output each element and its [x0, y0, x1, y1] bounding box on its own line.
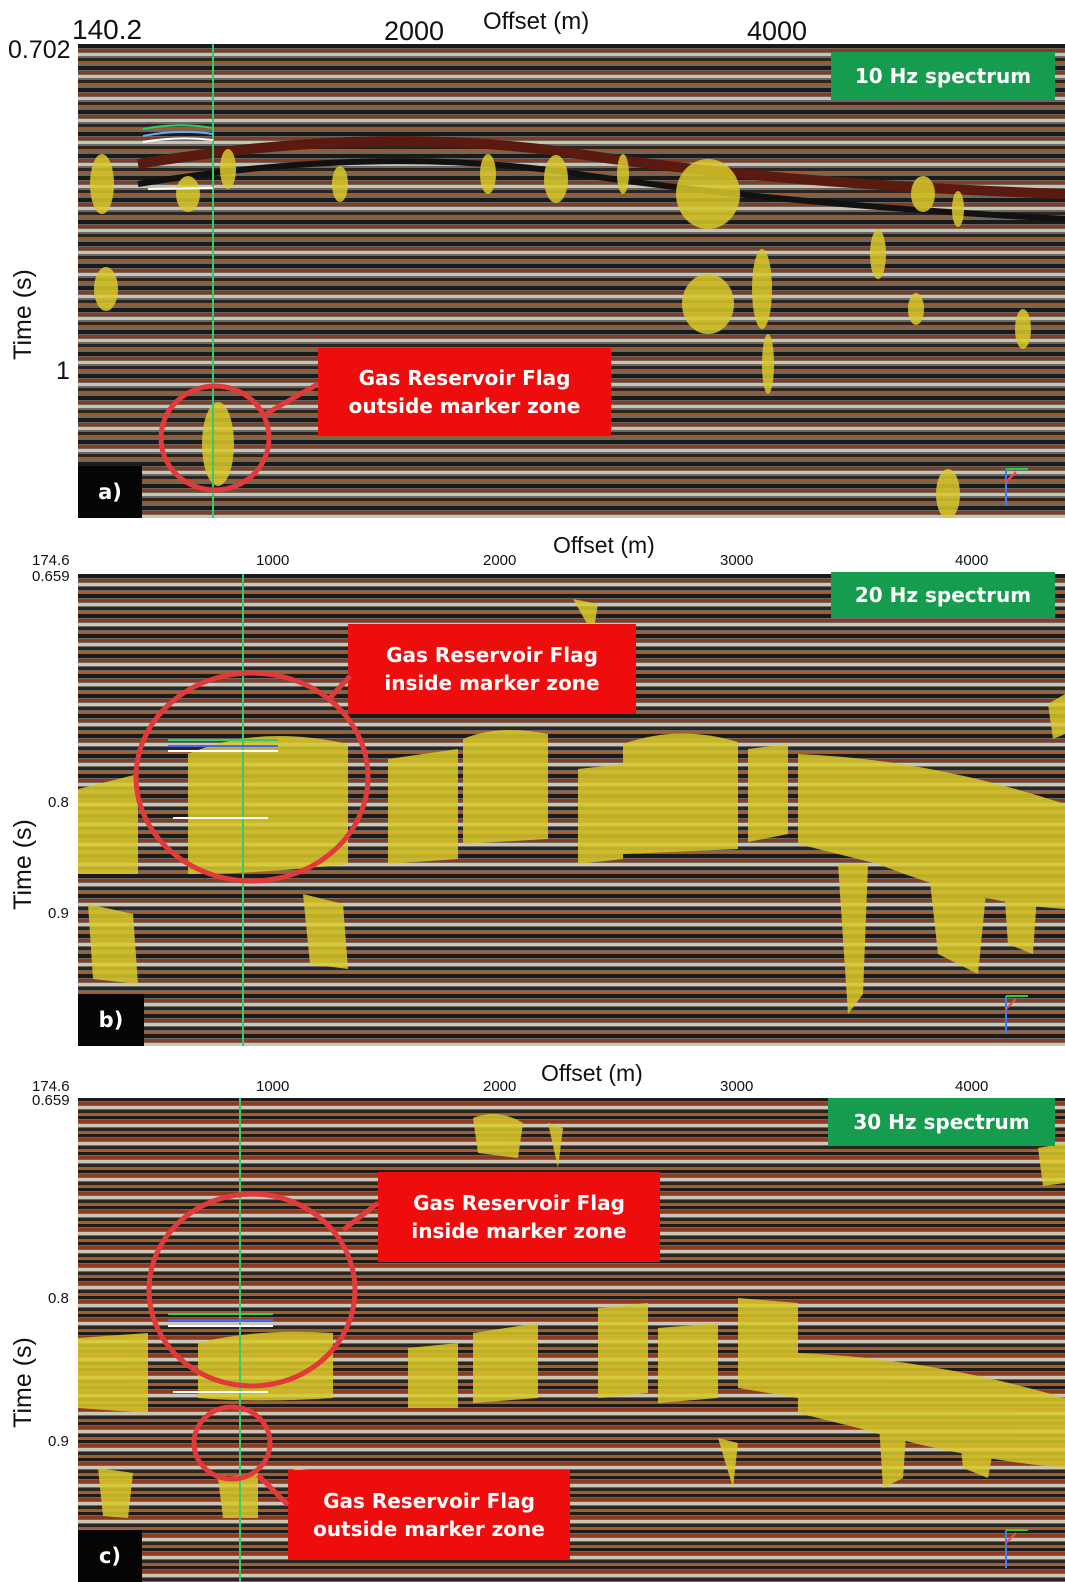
panel-label-b: b)	[78, 994, 144, 1046]
x-tick-b-4: 4000	[955, 552, 989, 569]
axis-triad-icon	[1005, 1529, 1028, 1568]
axis-triad-icon	[1005, 468, 1028, 506]
x-tick-c-3: 3000	[720, 1078, 754, 1095]
callout-c-outside-line-1: Gas Reservoir Flag	[323, 1489, 535, 1513]
x-tick-a-2: 4000	[747, 16, 808, 46]
offset-axis-title-a: Offset (m)	[483, 8, 590, 35]
x-tick-c-2: 2000	[483, 1078, 517, 1095]
y-tick-c-1: 0.8	[48, 1290, 69, 1307]
callout-a: Gas Reservoir Flag outside marker zone	[318, 348, 611, 436]
x-tick-a-1: 2000	[384, 16, 445, 46]
x-tick-c-1: 1000	[256, 1078, 290, 1095]
spectrum-badge-c: 30 Hz spectrum	[828, 1098, 1055, 1146]
callout-c-inside-line-1: Gas Reservoir Flag	[413, 1191, 625, 1215]
y-tick-a-1: 1	[56, 357, 70, 385]
y-tick-b-1: 0.8	[48, 794, 69, 811]
callout-b-line-1: Gas Reservoir Flag	[386, 643, 598, 667]
x-tick-c-0: 174.6	[32, 1078, 70, 1095]
seismic-section-a	[78, 44, 1065, 518]
y-tick-c-2: 0.9	[48, 1433, 69, 1450]
y-tick-b-0: 0.659	[32, 568, 70, 585]
seismic-section-c	[78, 1098, 1065, 1582]
panel-label-a: a)	[78, 466, 142, 518]
spectrum-badge-a: 10 Hz spectrum	[831, 52, 1055, 100]
panel-c: Offset (m) 174.6 1000 2000 3000 4000 0.6…	[0, 1046, 1065, 1582]
y-tick-a-0: 0.702	[8, 36, 71, 64]
x-tick-a-0: 140.2	[72, 14, 143, 45]
callout-c-outside: Gas Reservoir Flag outside marker zone	[288, 1470, 570, 1560]
panel-label-c: c)	[78, 1530, 142, 1582]
x-tick-b-2: 2000	[483, 552, 517, 569]
y-tick-b-2: 0.9	[48, 905, 69, 922]
x-tick-b-0: 174.6	[32, 552, 70, 569]
callout-b-line-2: inside marker zone	[384, 671, 600, 695]
callout-b: Gas Reservoir Flag inside marker zone	[348, 624, 636, 714]
x-tick-c-4: 4000	[955, 1078, 989, 1095]
offset-axis-title-c: Offset (m)	[541, 1060, 643, 1086]
offset-axis-title-b: Offset (m)	[553, 532, 655, 558]
callout-a-line-2: outside marker zone	[348, 394, 581, 418]
time-axis-title-c: Time (s)	[8, 1337, 37, 1428]
time-axis-title-b: Time (s)	[8, 819, 37, 910]
callout-c-outside-line-2: outside marker zone	[313, 1517, 545, 1541]
x-tick-b-1: 1000	[256, 552, 290, 569]
panel-b: Offset (m) 174.6 1000 2000 3000 4000 0.6…	[0, 520, 1065, 1046]
spectrum-badge-b: 20 Hz spectrum	[831, 572, 1055, 618]
x-tick-b-3: 3000	[720, 552, 754, 569]
axis-triad-icon	[1005, 995, 1028, 1034]
time-axis-title-a: Time (s)	[8, 269, 37, 360]
y-tick-c-0: 0.659	[32, 1092, 70, 1109]
callout-c-inside-line-2: inside marker zone	[411, 1219, 627, 1243]
callout-c-inside: Gas Reservoir Flag inside marker zone	[378, 1172, 660, 1262]
callout-a-line-1: Gas Reservoir Flag	[358, 366, 571, 390]
panel-a: Offset (m) 140.2 2000 4000 0.702 1 Time …	[0, 0, 1065, 520]
